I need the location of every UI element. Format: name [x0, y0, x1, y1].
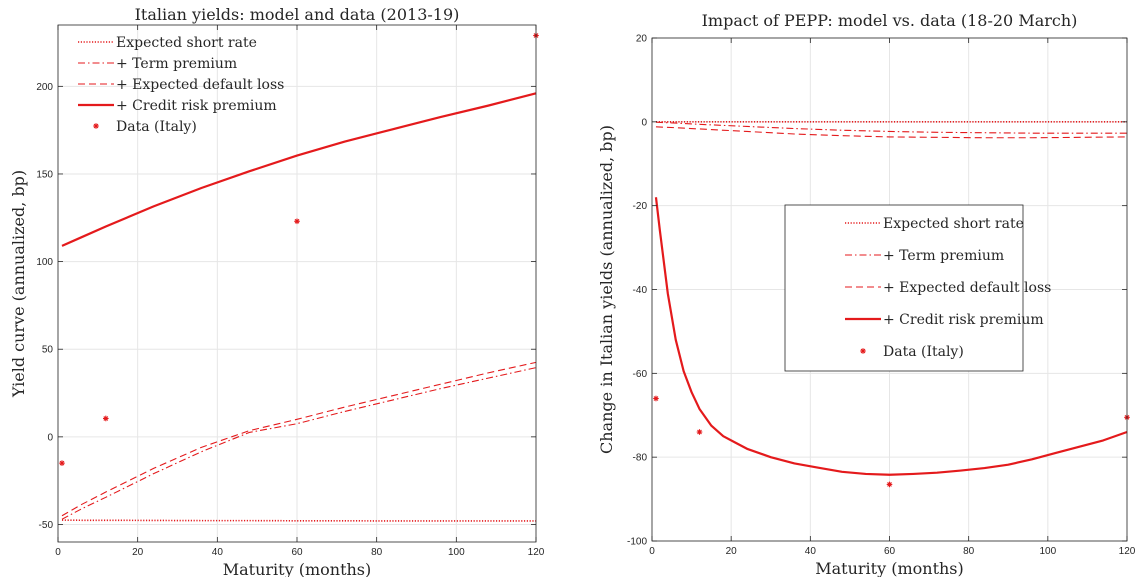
series-line — [61, 519, 536, 522]
y-tick-label: -20 — [633, 201, 648, 212]
series-line — [654, 197, 1128, 476]
series-line — [61, 361, 537, 517]
y-tick-label: -60 — [633, 369, 648, 380]
x-tick-label: 40 — [212, 547, 224, 558]
y-tick-label: 200 — [36, 82, 53, 93]
data-point — [696, 429, 703, 435]
legend: Expected short rate + Term premium + Expec… — [78, 35, 284, 135]
legend-marker — [860, 348, 866, 354]
legend-label: + Credit risk premium — [883, 312, 1044, 328]
y-tick-label: -100 — [627, 537, 647, 548]
legend-label: + Term premium — [116, 56, 237, 72]
y-tick-label: 20 — [636, 34, 648, 45]
series-line — [61, 367, 537, 520]
x-tick-label: 120 — [528, 547, 545, 558]
legend-label: Expected short rate — [116, 35, 257, 51]
grid — [57, 25, 537, 542]
data-point — [294, 218, 300, 225]
y-tick-label: -80 — [633, 453, 648, 464]
x-axis-label: Maturity (months) — [815, 559, 964, 577]
y-tick-label: -40 — [633, 285, 648, 296]
x-tick-label: 120 — [1119, 546, 1135, 557]
legend-label: + Expected default loss — [883, 280, 1051, 296]
x-tick-label: 100 — [448, 547, 465, 558]
x-tick-label: 80 — [963, 546, 975, 557]
chart-title: Impact of PEPP: model vs. data (18-20 Ma… — [702, 11, 1078, 30]
chart-pepp-impact: 0 20 40 60 80 100 120 -100 -80 -60 -40 -20 0 20 Impac… — [597, 11, 1135, 577]
legend-label: + Term premium — [883, 248, 1004, 264]
x-tick-label: 20 — [726, 546, 738, 557]
y-tick-label: 100 — [36, 257, 53, 268]
data-point — [103, 415, 109, 422]
legend-box — [784, 204, 1024, 372]
series-layer — [59, 32, 539, 522]
y-axis-label: Change in Italian yields (annualized, bp… — [597, 125, 616, 454]
chart-italian-yields: 0 20 40 60 80 100 120 -50 0 50 100 150 200 Italian y… — [9, 5, 545, 577]
x-axis-label: Maturity (months) — [223, 560, 372, 577]
x-tick-label: 40 — [805, 546, 817, 557]
series-line — [61, 92, 537, 247]
series-line — [655, 126, 1128, 139]
data-point — [886, 481, 893, 488]
legend-label: Data (Italy) — [116, 119, 197, 135]
x-tick-label: 60 — [884, 546, 896, 557]
legend-label: Data (Italy) — [883, 344, 964, 360]
axes: 0 20 40 60 80 100 120 -50 0 50 100 150 200 — [36, 24, 545, 558]
data-point — [653, 395, 659, 402]
x-tick-label: 80 — [371, 547, 383, 558]
legend-label: + Expected default loss — [116, 77, 284, 93]
chart-title: Italian yields: model and data (2013-19) — [135, 5, 460, 24]
legend: Expected short rate + Term premium + Expec… — [784, 204, 1051, 372]
legend-label: + Credit risk premium — [116, 98, 277, 114]
x-tick-label: 0 — [55, 547, 61, 558]
x-tick-label: 0 — [649, 546, 655, 557]
x-tick-label: 60 — [291, 547, 303, 558]
y-tick-label: 0 — [641, 117, 647, 128]
y-axis-label: Yield curve (annualized, bp) — [9, 170, 28, 398]
data-point — [59, 460, 65, 466]
y-tick-label: 50 — [42, 345, 54, 356]
y-tick-label: 150 — [36, 169, 53, 180]
x-tick-label: 20 — [132, 547, 144, 558]
x-tick-label: 100 — [1039, 546, 1056, 557]
legend-label: Expected short rate — [883, 216, 1024, 232]
y-tick-label: 0 — [47, 432, 53, 443]
legend-marker — [93, 123, 99, 129]
series-line — [655, 121, 1127, 134]
y-tick-label: -50 — [39, 520, 54, 531]
series-layer — [653, 121, 1130, 488]
axes: 0 20 40 60 80 100 120 -100 -80 -60 -40 -20 0 20 — [627, 34, 1135, 558]
